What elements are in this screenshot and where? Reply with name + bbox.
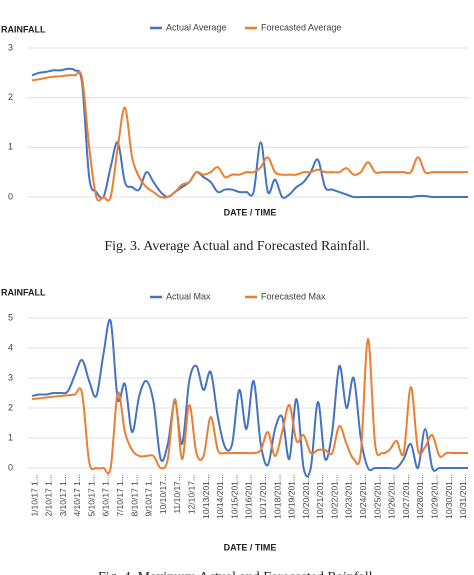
x-tick-label: 10/20/201... xyxy=(301,474,311,519)
x-tick-label: 10/31/201... xyxy=(458,474,468,519)
y-tick-label: 1 xyxy=(8,432,13,442)
data-line xyxy=(31,318,468,478)
y-tick-label: 0 xyxy=(8,191,13,201)
figure-caption: Fig. 4. Maximum Actual and Forecasted Ra… xyxy=(98,570,376,575)
legend-label: Actual Average xyxy=(166,22,226,32)
x-tick-label: 6/10/17 1... xyxy=(101,474,111,517)
y-tick-label: 1 xyxy=(8,142,13,152)
x-tick-label: 10/14/201... xyxy=(215,474,225,519)
x-tick-label: 11/10/17... xyxy=(172,474,182,514)
x-tick-label: 12/10/17... xyxy=(186,474,196,514)
x-tick-label: 10/23/201... xyxy=(344,474,354,519)
x-tick-label: 10/16/201... xyxy=(244,474,254,519)
y-tick-label: 5 xyxy=(8,312,13,322)
y-tick-label: 4 xyxy=(8,342,13,352)
x-tick-label: 10/18/201... xyxy=(272,474,282,519)
x-tick-label: 10/24/201... xyxy=(358,474,368,519)
data-line xyxy=(31,67,468,200)
legend-label: Forecasted Max xyxy=(261,291,326,301)
x-tick-label: 10/29/201... xyxy=(430,474,440,519)
x-tick-label: 10/21/201... xyxy=(315,474,325,519)
x-tick-label: 10/30/201... xyxy=(444,474,454,519)
x-tick-label: 10/22/201... xyxy=(329,474,339,519)
x-tick-label: 10/28/201... xyxy=(415,474,425,519)
y-tick-label: 2 xyxy=(8,92,13,102)
y-axis-title: RAINFALL xyxy=(1,24,46,34)
data-line xyxy=(31,337,468,475)
x-tick-label: 10/25/201... xyxy=(372,474,382,519)
x-tick-label: 10/13/201... xyxy=(201,474,211,519)
figure-caption: Fig. 3. Average Actual and Forecasted Ra… xyxy=(104,239,369,254)
y-tick-label: 3 xyxy=(8,42,13,52)
x-tick-label: 10/19/201... xyxy=(287,474,297,519)
x-tick-label: 9/10/17 1... xyxy=(144,474,154,517)
x-tick-label: 7/10/17 1... xyxy=(115,474,125,517)
x-tick-label: 3/10/17 1... xyxy=(58,474,68,517)
legend-label: Actual Max xyxy=(166,291,211,301)
data-line xyxy=(31,70,468,202)
y-tick-label: 0 xyxy=(8,462,13,472)
x-tick-label: 10/27/201... xyxy=(401,474,411,519)
x-axis-title: DATE / TIME xyxy=(224,207,277,217)
x-tick-label: 4/10/17 1... xyxy=(72,474,82,517)
y-tick-label: 3 xyxy=(8,372,13,382)
y-tick-label: 2 xyxy=(8,402,13,412)
legend-label: Forecasted Average xyxy=(261,22,341,32)
x-tick-label: 1/10/17 1... xyxy=(29,474,39,517)
x-tick-label: 10/26/201... xyxy=(387,474,397,519)
x-tick-label: 10/17/201... xyxy=(258,474,268,519)
x-tick-label: 2/10/17 1... xyxy=(44,474,54,517)
x-tick-label: 5/10/17 1... xyxy=(86,474,96,517)
x-tick-label: 10/15/201... xyxy=(229,474,239,519)
x-tick-label: 10/10/17... xyxy=(158,474,168,514)
y-axis-title: RAINFALL xyxy=(1,287,46,297)
x-tick-label: 8/10/17 1... xyxy=(129,474,139,517)
x-axis-title: DATE / TIME xyxy=(224,542,277,552)
